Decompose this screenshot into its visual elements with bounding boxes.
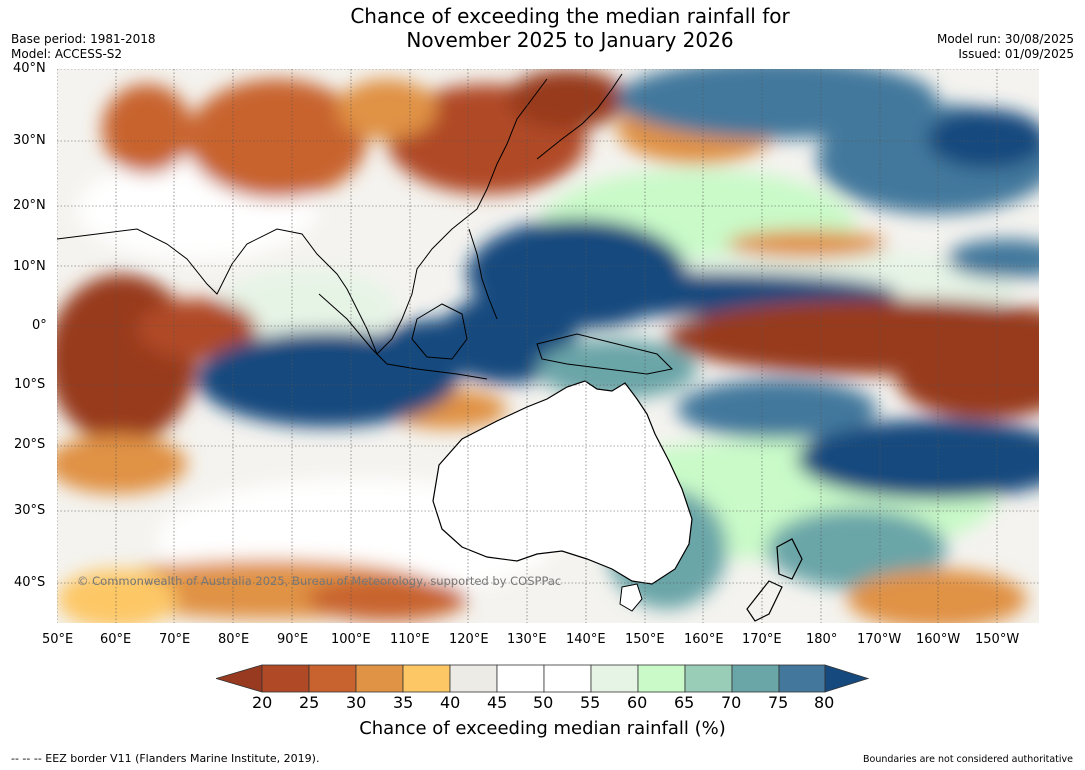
lon-label-170w: 170°W — [857, 632, 902, 647]
colorbar-tick-20: 20 — [252, 693, 273, 712]
colorbar-bin-50-55 — [543, 664, 592, 693]
colorbar-tick-45: 45 — [487, 693, 508, 712]
colorbar-tick-80: 80 — [814, 693, 835, 712]
lon-label-80e: 80°E — [218, 632, 250, 647]
colorbar — [216, 664, 870, 693]
lon-label-170e: 170°E — [742, 632, 782, 647]
colorbar-bin-60-65 — [637, 664, 686, 693]
colorbar-bin-35-40 — [402, 664, 451, 693]
eez-border-note: -- -- -- EEZ border V11 (Flanders Marine… — [11, 752, 320, 765]
lon-label-120e: 120°E — [449, 632, 489, 647]
colorbar-tick-50: 50 — [533, 693, 554, 712]
meta-right: Model run: 30/08/2025 Issued: 01/09/2025 — [937, 32, 1074, 62]
lon-label-90e: 90°E — [277, 632, 309, 647]
colorbar-tick-25: 25 — [299, 693, 320, 712]
colorbar-tick-55: 55 — [580, 693, 601, 712]
issued-date: Issued: 01/09/2025 — [958, 47, 1074, 61]
coastline-asia — [57, 78, 548, 355]
colorbar-bin-45-50 — [496, 664, 545, 693]
new-zealand-outline — [746, 538, 803, 622]
lon-label-150e: 150°E — [625, 632, 665, 647]
lon-label-100e: 100°E — [331, 632, 371, 647]
lat-label-10s: 10°S — [14, 377, 46, 392]
colorbar-tick-30: 30 — [346, 693, 367, 712]
lon-label-130e: 130°E — [507, 632, 547, 647]
colorbar-tick-40: 40 — [440, 693, 461, 712]
lon-label-60e: 60°E — [100, 632, 132, 647]
graticule — [57, 69, 1039, 623]
colorbar-tick-70: 70 — [721, 693, 742, 712]
lat-label-30n: 30°N — [13, 133, 46, 148]
tasmania-outline — [619, 583, 643, 612]
title-line-2: November 2025 to January 2026 — [406, 28, 734, 52]
lon-label-160w: 160°W — [916, 632, 961, 647]
title-line-1: Chance of exceeding the median rainfall … — [350, 4, 790, 28]
base-period: Base period: 1981-2018 — [11, 32, 156, 46]
colorbar-tick-60: 60 — [627, 693, 648, 712]
coastline-borneo — [411, 303, 468, 360]
lat-label-0: 0° — [32, 318, 47, 333]
colorbar-right-arrow — [824, 664, 870, 693]
lat-label-20s: 20°S — [14, 437, 46, 452]
colorbar-left-arrow — [216, 664, 263, 693]
model-name: Model: ACCESS-S2 — [11, 47, 123, 61]
boundaries-disclaimer: Boundaries are not considered authoritat… — [863, 754, 1073, 765]
meta-left: Base period: 1981-2018 Model: ACCESS-S2 — [11, 32, 156, 62]
lat-label-40n: 40°N — [13, 61, 46, 76]
colorbar-bin-70-75 — [731, 664, 780, 693]
lon-label-180: 180° — [806, 632, 838, 647]
lon-label-140e: 140°E — [566, 632, 606, 647]
model-run: Model run: 30/08/2025 — [936, 32, 1074, 46]
colorbar-bin-25-30 — [308, 664, 357, 693]
lon-label-50e: 50°E — [42, 632, 74, 647]
lat-label-10n: 10°N — [13, 259, 46, 274]
colorbar-tick-65: 65 — [674, 693, 695, 712]
lat-label-40s: 40°S — [14, 575, 46, 590]
lon-label-160e: 160°E — [684, 632, 724, 647]
lon-label-150w: 150°W — [975, 632, 1020, 647]
coastline-new-guinea — [536, 333, 674, 375]
rainfall-map: © Commonwealth of Australia 2025, Bureau… — [57, 69, 1039, 623]
lat-label-20n: 20°N — [13, 198, 46, 213]
australia-outline — [432, 380, 693, 585]
colorbar-label: Chance of exceeding median rainfall (%) — [359, 718, 726, 739]
colorbar-bin-65-70 — [684, 664, 733, 693]
map-title: Chance of exceeding the median rainfall … — [0, 4, 1085, 52]
copyright-notice: © Commonwealth of Australia 2025, Bureau… — [77, 574, 561, 588]
colorbar-tick-35: 35 — [393, 693, 414, 712]
coastline-japan — [536, 73, 623, 160]
colorbar-bin-40-45 — [449, 664, 498, 693]
colorbar-bin-55-60 — [590, 664, 639, 693]
colorbar-bin-30-35 — [355, 664, 404, 693]
coastline-sumatra-java — [318, 293, 488, 380]
probability-fields — [57, 69, 1039, 623]
colorbar-bin-75-80 — [778, 664, 826, 693]
coastline-philippines — [468, 228, 498, 320]
lat-label-30s: 30°S — [14, 503, 46, 518]
colorbar-tick-75: 75 — [768, 693, 789, 712]
colorbar-bin-20-25 — [261, 664, 310, 693]
lon-label-110e: 110°E — [390, 632, 430, 647]
lon-label-70e: 70°E — [159, 632, 191, 647]
